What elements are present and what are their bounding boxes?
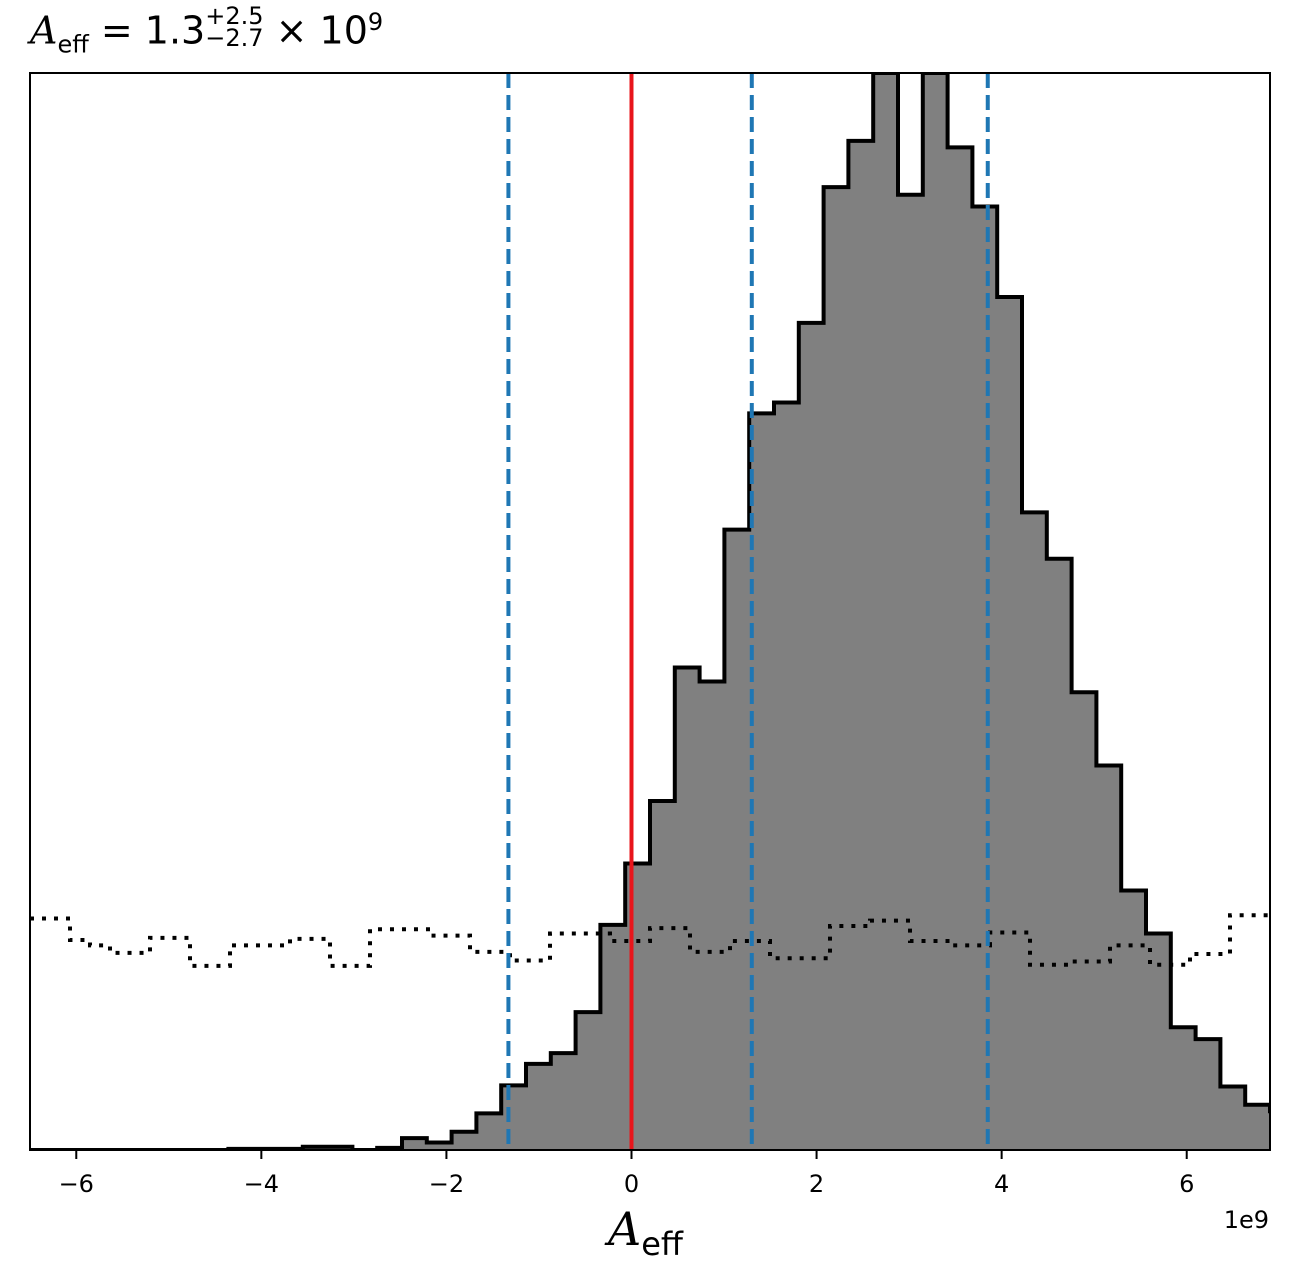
prior-line bbox=[30, 908, 1270, 968]
title-lower-error: −2.7 bbox=[205, 24, 264, 53]
x-axis-label-symbol: A bbox=[608, 1202, 642, 1256]
title-errors: +2.5 −2.7 bbox=[205, 2, 264, 53]
histogram-bar bbox=[699, 681, 725, 1150]
x-tick-label: 2 bbox=[809, 1170, 824, 1198]
title-median: 1.3 bbox=[144, 8, 206, 53]
histogram-bar bbox=[402, 1138, 428, 1150]
histogram-bar bbox=[550, 1053, 577, 1150]
histogram-bar bbox=[1270, 1111, 1289, 1150]
histogram-bar bbox=[1146, 933, 1172, 1150]
x-tick-label: −6 bbox=[59, 1170, 94, 1198]
histogram-bar bbox=[451, 1131, 477, 1150]
x-axis-label: Aeff bbox=[608, 1202, 683, 1263]
histogram-bar bbox=[625, 863, 651, 1150]
histogram-bar bbox=[774, 402, 800, 1150]
histogram-bar bbox=[650, 801, 676, 1150]
x-axis-label-subscript: eff bbox=[641, 1225, 683, 1264]
chart-title: Aeff = 1.3 +2.5 −2.7 × 109 bbox=[30, 2, 384, 59]
plot-frame bbox=[29, 72, 1271, 1151]
histogram-bar bbox=[947, 147, 973, 1150]
histogram-bar bbox=[501, 1085, 527, 1150]
histogram-bar bbox=[1170, 1027, 1197, 1150]
histogram-bar bbox=[1245, 1104, 1270, 1150]
histogram-bar bbox=[922, 73, 949, 1150]
histogram-bar bbox=[724, 529, 750, 1150]
histogram-bar bbox=[1121, 890, 1147, 1150]
reference-lines bbox=[506, 73, 990, 1150]
histogram-bar bbox=[1096, 765, 1122, 1150]
histogram-bar bbox=[600, 924, 626, 1150]
x-tick-label: 0 bbox=[624, 1170, 639, 1198]
histogram-bar bbox=[898, 194, 924, 1150]
posterior-histogram bbox=[30, 73, 1289, 1150]
x-tick-label: 4 bbox=[994, 1170, 1009, 1198]
histogram-bar bbox=[1046, 558, 1073, 1150]
histogram-bar bbox=[575, 1012, 601, 1150]
x-axis-offset-label: 1e9 bbox=[1223, 1206, 1269, 1234]
histogram-bar bbox=[848, 140, 874, 1150]
histogram-bar bbox=[997, 297, 1023, 1150]
histogram-bar bbox=[526, 1063, 552, 1150]
histogram-bar bbox=[873, 73, 899, 1150]
histogram-bar bbox=[674, 667, 701, 1150]
prior-histogram bbox=[30, 908, 1270, 968]
histogram-bar bbox=[476, 1113, 502, 1150]
title-exponent: 9 bbox=[367, 8, 384, 36]
histogram-bar bbox=[798, 322, 825, 1150]
histogram-bar bbox=[1195, 1039, 1221, 1150]
title-symbol: A bbox=[30, 8, 58, 53]
histogram-bar bbox=[1071, 692, 1097, 1150]
title-subscript: eff bbox=[57, 30, 89, 59]
x-tick-label: 6 bbox=[1179, 1170, 1194, 1198]
title-scale: × 10 bbox=[275, 8, 368, 53]
histogram-bar bbox=[972, 206, 998, 1150]
histogram-bar bbox=[426, 1142, 453, 1150]
histogram-bar bbox=[1220, 1086, 1246, 1150]
histogram-bar bbox=[823, 187, 849, 1150]
x-tick-label: −4 bbox=[244, 1170, 279, 1198]
title-upper-error: +2.5 bbox=[205, 2, 264, 31]
title-equals: = bbox=[100, 8, 133, 53]
x-axis-ticks: −6 −4 −2 0 2 4 6 bbox=[59, 1150, 1194, 1198]
x-tick-label: −2 bbox=[429, 1170, 464, 1198]
histogram-bar bbox=[1022, 512, 1048, 1150]
